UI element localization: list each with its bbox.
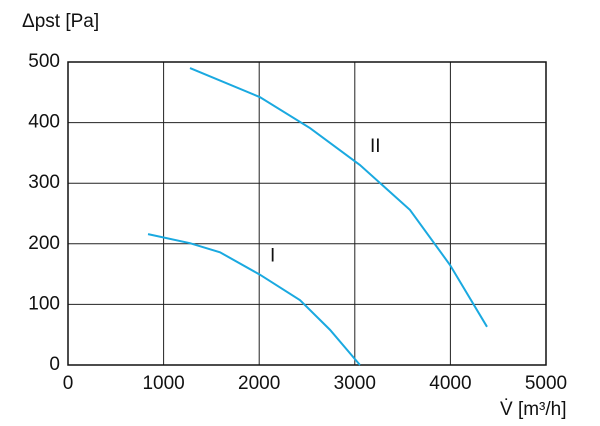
- x-tick-label: 3000: [334, 373, 376, 394]
- y-tick-label: 100: [28, 293, 60, 314]
- series-label: I: [270, 246, 275, 267]
- series-line: [147, 233, 361, 366]
- series-line: [189, 67, 488, 328]
- y-tick-label: 0: [49, 354, 60, 375]
- y-tick-label: 300: [28, 172, 60, 193]
- x-tick-label: 2000: [238, 373, 280, 394]
- x-tick-label: 4000: [429, 373, 471, 394]
- x-tick-label: 0: [63, 373, 74, 394]
- x-axis-title: V̇ [m³/h]: [500, 399, 567, 420]
- y-tick-label: 500: [28, 51, 60, 72]
- y-tick-label: 200: [28, 233, 60, 254]
- x-tick-label: 5000: [525, 373, 567, 394]
- x-tick-label: 1000: [142, 373, 184, 394]
- y-tick-label: 400: [28, 112, 60, 133]
- plot-frame: [67, 61, 547, 366]
- y-axis-title: Δpst [Pa]: [22, 11, 99, 32]
- series-label: II: [370, 136, 381, 157]
